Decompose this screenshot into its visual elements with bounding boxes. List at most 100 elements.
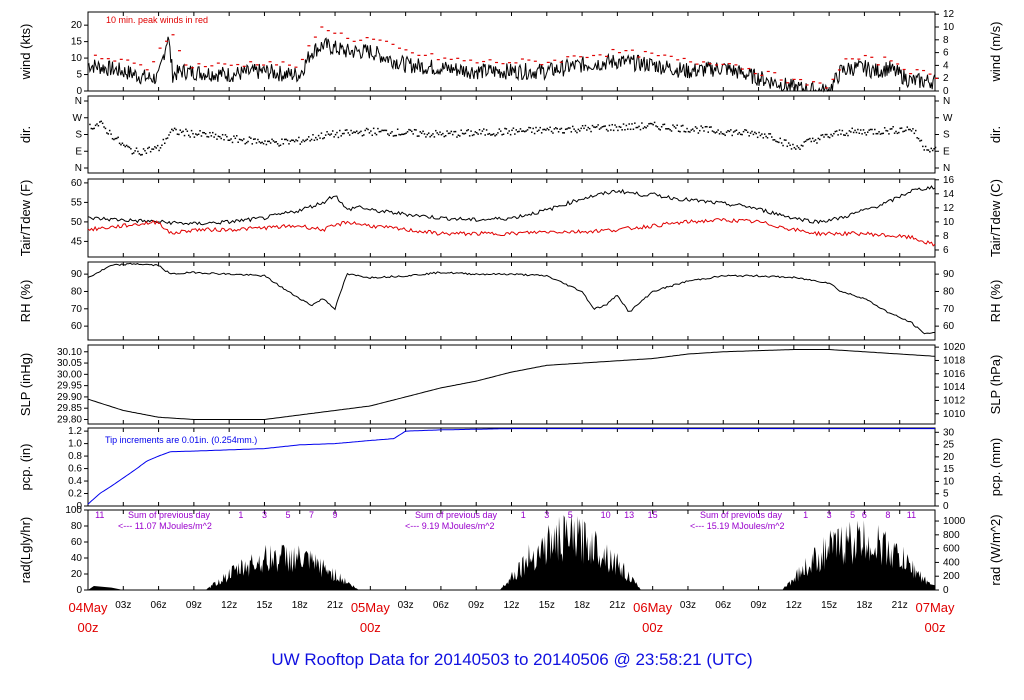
data-point — [838, 129, 841, 131]
data-point — [547, 129, 550, 131]
data-point — [108, 129, 111, 132]
data-point — [124, 145, 126, 148]
series-line-pcp-0 — [87, 428, 935, 505]
data-point — [488, 132, 491, 135]
data-point — [612, 129, 615, 132]
data-point — [703, 130, 705, 132]
data-point — [867, 131, 869, 133]
data-point — [756, 136, 759, 139]
peak-wind-mark — [624, 50, 628, 52]
data-point — [216, 138, 218, 140]
data-point — [557, 131, 560, 133]
data-point — [155, 147, 158, 149]
y-tick-label-left: 0 — [76, 86, 82, 97]
peak-wind-mark — [281, 61, 285, 63]
data-point — [457, 134, 460, 136]
data-point — [762, 137, 765, 139]
data-point — [274, 141, 276, 143]
data-point — [570, 131, 573, 133]
y-tick-label-right: 1018 — [943, 355, 966, 366]
data-point — [708, 126, 711, 128]
data-point — [646, 125, 649, 127]
data-point — [189, 136, 191, 138]
peak-wind-mark — [462, 60, 466, 62]
data-point — [228, 139, 231, 141]
data-point — [152, 148, 155, 150]
data-point — [120, 143, 122, 146]
data-point — [796, 145, 798, 147]
y-tick-label-right: S — [943, 130, 950, 141]
data-point — [199, 130, 201, 132]
data-point — [259, 142, 262, 144]
data-point — [141, 153, 143, 156]
data-point — [114, 137, 117, 140]
data-point — [447, 132, 450, 135]
data-point — [899, 127, 901, 130]
data-point — [384, 129, 386, 132]
data-point — [315, 136, 317, 139]
data-point — [821, 134, 824, 136]
data-point — [339, 129, 341, 132]
data-point — [387, 133, 389, 135]
data-point — [869, 128, 872, 131]
data-point — [563, 132, 565, 134]
data-point — [888, 133, 890, 135]
data-point — [694, 126, 697, 128]
data-point — [847, 134, 849, 137]
data-point — [425, 136, 427, 138]
data-point — [800, 144, 803, 147]
data-point — [826, 133, 828, 136]
peak-wind-mark — [410, 52, 414, 54]
data-point — [641, 122, 643, 124]
data-point — [673, 125, 676, 128]
data-point — [406, 131, 409, 133]
y-tick-label-right: 1020 — [943, 342, 966, 353]
data-point — [780, 142, 783, 144]
data-point — [772, 139, 774, 141]
data-point — [144, 149, 146, 152]
data-point — [804, 140, 807, 143]
x-tick-label: 18z — [292, 600, 308, 611]
data-point — [187, 134, 190, 137]
y-tick-label-right: 6 — [943, 48, 949, 59]
peak-wind-mark — [909, 73, 913, 75]
data-point — [715, 131, 718, 133]
y-tick-label-left: W — [73, 113, 83, 124]
data-point — [484, 134, 486, 136]
peak-wind-mark — [863, 54, 867, 57]
y-tick-label-right: 5 — [943, 489, 949, 500]
data-point — [413, 128, 416, 131]
data-point — [741, 133, 743, 136]
data-point — [271, 138, 273, 141]
data-point — [223, 138, 225, 141]
data-point — [402, 133, 405, 136]
data-point — [881, 132, 883, 135]
radiation-hour-label: 10 — [601, 510, 611, 520]
peak-wind-mark — [889, 60, 893, 62]
data-point — [292, 139, 294, 142]
data-point — [459, 135, 461, 137]
data-point — [635, 126, 637, 129]
data-point — [378, 130, 381, 133]
data-point — [97, 124, 100, 127]
data-point — [875, 132, 877, 135]
peak-wind-mark — [339, 32, 343, 34]
y-tick-label-right: 14 — [943, 189, 955, 200]
y-tick-label-left: 30.10 — [57, 347, 82, 358]
data-point — [765, 135, 767, 138]
data-point — [893, 132, 896, 134]
data-point — [793, 146, 796, 149]
data-point — [358, 131, 361, 134]
data-point — [885, 129, 887, 132]
data-point — [776, 141, 779, 143]
data-point — [734, 130, 736, 132]
radiation-area-day-1 — [205, 544, 359, 590]
x-tick-label: 15z — [539, 600, 555, 611]
data-point — [553, 128, 556, 130]
data-point — [473, 133, 475, 136]
peak-wind-mark — [404, 49, 408, 51]
peak-wind-mark — [883, 56, 887, 58]
y-tick-label-left: 55 — [71, 197, 83, 208]
data-point — [268, 140, 270, 143]
peak-wind-mark — [365, 37, 369, 39]
